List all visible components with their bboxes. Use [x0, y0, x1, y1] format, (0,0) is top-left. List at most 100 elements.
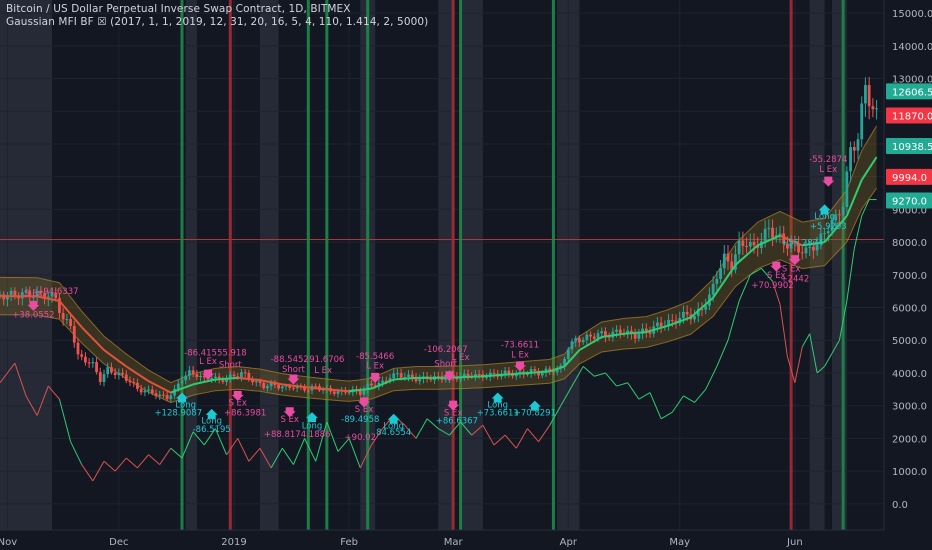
mfi-segment — [582, 366, 595, 377]
envelope-band — [0, 125, 877, 403]
price-tick-label: 2000.0 — [892, 434, 927, 445]
mfi-segment — [772, 281, 781, 305]
mfi-segment — [281, 447, 294, 465]
mfi-segment — [270, 447, 283, 469]
candle-body — [202, 375, 206, 378]
candle-body — [24, 290, 28, 293]
candle-body — [221, 379, 225, 382]
mfi-segment — [649, 392, 662, 419]
candle-body — [147, 389, 150, 391]
candle-body — [87, 362, 91, 364]
price-tick-label: 0.0 — [892, 500, 908, 511]
candle-body — [370, 383, 373, 386]
candle-body — [80, 354, 84, 357]
candle-body — [191, 370, 195, 375]
candle-body — [243, 372, 247, 374]
candle-body — [269, 382, 273, 387]
candle-body — [72, 325, 76, 343]
candle-body — [43, 293, 46, 300]
candle-body — [28, 290, 32, 297]
mfi-segment — [727, 300, 740, 341]
candle-body — [195, 374, 199, 378]
candle-body — [563, 358, 566, 366]
candle-body — [158, 394, 162, 397]
candle-body — [113, 372, 117, 376]
candle-body — [875, 108, 878, 110]
filter-segment — [482, 373, 506, 378]
gaussian-filter-line — [0, 156, 878, 394]
mfi-segment — [831, 340, 840, 354]
mfi-segment — [304, 438, 317, 462]
candle-body — [347, 392, 351, 394]
candle-body — [778, 233, 782, 236]
candle-body — [102, 374, 106, 382]
trade-label: -89.4958 — [341, 415, 379, 425]
candle-body — [69, 319, 72, 326]
mfi-segment — [103, 460, 116, 472]
candle-body — [336, 391, 340, 394]
candle-body — [704, 305, 708, 310]
signal-line — [451, 0, 455, 530]
candle-body — [91, 362, 95, 364]
mfi-segment — [571, 366, 584, 387]
mfi-segment — [853, 215, 863, 249]
entry-arrow-icon — [528, 400, 541, 411]
candle-body — [35, 290, 39, 297]
mfi-segment — [816, 366, 825, 374]
candle-body — [139, 388, 143, 393]
candle-body — [236, 376, 240, 378]
candle-body — [633, 333, 637, 339]
mfi-segment — [515, 428, 528, 449]
candle-body — [685, 311, 689, 315]
entry-arrow-icon — [205, 408, 218, 419]
candle-body — [436, 376, 440, 378]
trade-label: -73.6611 — [501, 340, 539, 350]
entry-arrow-icon — [818, 204, 831, 215]
mfi-segment — [58, 399, 72, 442]
price-tick-label: 1000.0 — [892, 467, 927, 478]
candle-body — [314, 385, 318, 387]
mfi-segment — [170, 447, 183, 459]
candle-body — [514, 373, 518, 377]
candle-body — [292, 387, 295, 389]
mfi-segment — [786, 356, 796, 383]
candle-body — [462, 373, 466, 377]
mfi-segment — [694, 388, 707, 403]
trade-label: Long — [201, 417, 222, 427]
candle-body — [98, 372, 102, 382]
candle-body — [332, 391, 336, 394]
candle-body — [711, 283, 715, 295]
candle-body — [176, 383, 180, 389]
mfi-segment — [861, 199, 870, 217]
candle-body — [615, 329, 618, 332]
trade-label: L Ex — [314, 366, 332, 376]
mfi-segment — [203, 428, 216, 446]
mfi-segment — [259, 447, 272, 469]
candle-body — [604, 331, 607, 337]
mfi-segment — [226, 438, 239, 456]
highlight-band — [0, 0, 52, 530]
candle-body — [667, 320, 670, 327]
mfi-segment — [114, 457, 127, 472]
filter-segment — [103, 349, 127, 368]
signal-line — [228, 0, 232, 530]
candle-body — [849, 147, 852, 172]
exit-arrow-icon — [283, 407, 296, 418]
candle-body — [644, 328, 648, 333]
highlight-band — [185, 0, 197, 530]
trade-label: Long — [487, 400, 508, 410]
indicator-label[interactable]: Gaussian MFI BF ☒ (2017, 1, 1, 2019, 12,… — [6, 16, 429, 28]
candle-body — [228, 374, 232, 379]
trade-label: +70.9902 — [751, 281, 793, 291]
candle-body — [50, 292, 54, 297]
filter-segment — [779, 234, 803, 247]
candle-body — [871, 106, 875, 110]
candle-body — [277, 384, 280, 389]
candle-body — [251, 379, 254, 383]
trade-label: S Ex — [767, 271, 786, 281]
candle-body — [143, 390, 147, 393]
mfi-segment — [326, 421, 339, 452]
price-tick-label: 3000.0 — [892, 402, 927, 413]
